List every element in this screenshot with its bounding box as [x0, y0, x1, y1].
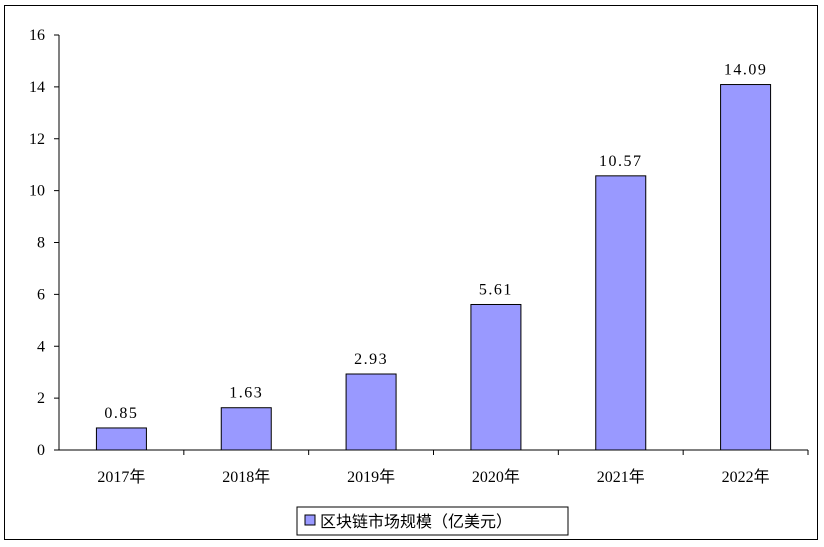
bar [595, 175, 647, 451]
x-tick-label: 2019年 [347, 468, 395, 486]
bar [470, 303, 522, 451]
legend-swatch [304, 514, 316, 526]
legend-box [296, 506, 569, 536]
y-tick-label: 0 [37, 442, 45, 459]
x-tick-label: 2021年 [597, 468, 645, 486]
bars [95, 84, 772, 451]
bar [220, 407, 272, 451]
y-tick-label: 10 [29, 183, 45, 200]
y-tick-label: 2 [37, 390, 45, 407]
x-tick-label: 2017年 [97, 468, 145, 486]
y-tick-label: 16 [29, 27, 45, 44]
x-tick-label: 2018年 [222, 468, 270, 486]
data-label: 10.57 [599, 153, 643, 170]
data-label: 14.09 [724, 62, 768, 79]
y-tick-label: 8 [37, 235, 45, 252]
x-tick-label: 2020年 [472, 468, 520, 486]
bar [345, 373, 397, 451]
axes: 0 2 4 6 8 10 12 14 16 2017年 2018年 2019年 2020年 2021年 20… [29, 27, 809, 486]
y-tick-label: 12 [29, 131, 45, 148]
y-tick-label: 4 [37, 338, 45, 355]
x-tick-label: 2022年 [722, 468, 770, 486]
data-label: 1.63 [229, 385, 263, 402]
bar [95, 427, 147, 451]
legend-label: 区块链市场规模（亿美元） [320, 513, 512, 531]
data-label: 0.85 [104, 405, 138, 422]
data-label: 2.93 [354, 351, 388, 368]
y-tick-label: 6 [37, 286, 45, 303]
data-labels: 0.85 1.63 2.93 5.61 10.57 14.09 [104, 62, 768, 422]
legend: 区块链市场规模（亿美元） [296, 506, 569, 536]
chart-frame [4, 5, 818, 540]
y-tick-label: 14 [29, 79, 45, 96]
data-label: 5.61 [479, 281, 513, 298]
bar [720, 84, 772, 451]
